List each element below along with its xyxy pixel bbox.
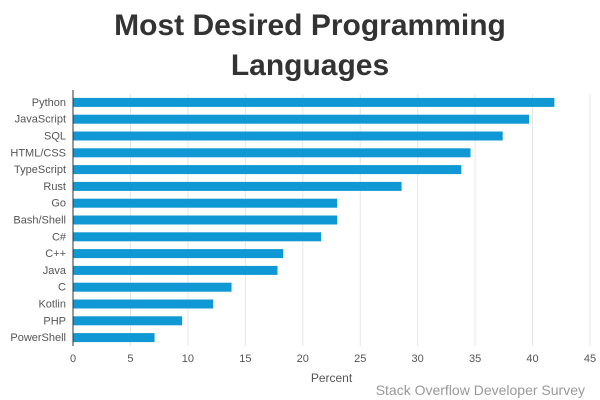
bar — [73, 265, 278, 275]
x-tick-label: 15 — [239, 353, 251, 365]
x-tick-label: 40 — [526, 353, 538, 365]
chart-title: Most Desired Programming Languages — [0, 6, 600, 86]
y-tick-label: SQL — [44, 131, 66, 143]
chart-title-line-2: Languages — [230, 49, 390, 82]
y-tick-label: C++ — [45, 248, 66, 260]
y-tick-label: Python — [32, 97, 66, 109]
bar — [73, 181, 402, 191]
y-tick-label: PowerShell — [10, 332, 66, 344]
bar — [73, 131, 503, 141]
bar — [73, 316, 183, 326]
source-credit: Stack Overflow Developer Survey — [375, 382, 585, 398]
x-tick-label: 20 — [297, 353, 309, 365]
y-tick-label: Go — [51, 198, 66, 210]
x-axis-title: Percent — [311, 371, 353, 385]
bar — [73, 299, 214, 309]
y-tick-label: Java — [43, 265, 67, 277]
bar — [73, 333, 155, 343]
x-tick-label: 45 — [584, 353, 596, 365]
y-tick-label: C — [58, 282, 66, 294]
y-tick-label: Kotlin — [38, 299, 66, 311]
y-tick-label: HTML/CSS — [10, 147, 66, 159]
bar — [73, 165, 462, 175]
chart-title-line-1: Most Desired Programming — [114, 9, 506, 42]
bar — [73, 282, 232, 292]
x-tick-label: 5 — [127, 353, 133, 365]
bar — [73, 198, 338, 208]
bar — [73, 114, 530, 124]
x-tick-label: 30 — [412, 353, 424, 365]
x-tick-label: 35 — [469, 353, 481, 365]
bar — [73, 215, 338, 225]
y-tick-label: Bash/Shell — [13, 215, 66, 227]
y-tick-label: Rust — [43, 181, 66, 193]
x-tick-label: 10 — [182, 353, 194, 365]
y-tick-label: TypeScript — [14, 164, 66, 176]
x-tick-label: 25 — [354, 353, 366, 365]
bar — [73, 232, 322, 242]
y-tick-label: JavaScript — [15, 114, 66, 126]
y-tick-label: C# — [52, 231, 67, 243]
y-tick-label: PHP — [43, 315, 66, 327]
bar — [73, 148, 471, 158]
bar — [73, 97, 555, 107]
x-tick-label: 0 — [70, 353, 76, 365]
bar — [73, 249, 284, 259]
